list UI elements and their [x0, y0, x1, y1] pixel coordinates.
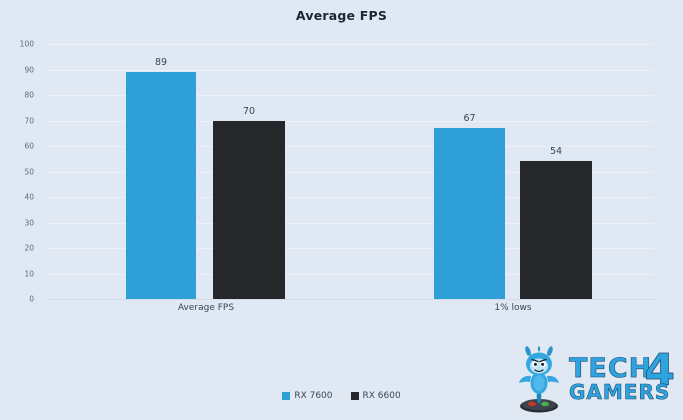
legend-item-rx-6600[interactable]: RX 6600: [350, 391, 401, 401]
y-tick-100: 100: [19, 39, 34, 49]
wordmark-line-tech: TECH: [569, 353, 653, 385]
bar-1-percent-lows-rx-7600[interactable]: [434, 128, 505, 299]
legend-swatch-icon-rx-7600: [282, 392, 291, 400]
y-tick-0: 0: [29, 294, 34, 304]
x-axis: Average FPS 1% lows: [46, 303, 655, 323]
gridline-50: [46, 171, 655, 173]
wordmark-four: 4: [644, 345, 675, 396]
x-label-1-percent-lows: 1% lows: [494, 303, 532, 313]
plot-area: [46, 44, 655, 300]
y-axis: 100 90 80 70 60 50 40 30 20 10 0: [0, 40, 40, 304]
chart-title: Average FPS: [295, 8, 388, 23]
tech4gamers-mascot-icon: [519, 346, 559, 413]
gridline-80: [46, 95, 655, 96]
y-tick-50: 50: [24, 167, 34, 176]
y-tick-20: 20: [24, 243, 34, 253]
gridlines: [46, 44, 655, 300]
gridline-60: [46, 146, 655, 147]
legend-item-rx-7600[interactable]: RX 7600: [282, 391, 333, 401]
y-tick-70: 70: [24, 116, 34, 125]
y-tick-40: 40: [24, 192, 34, 202]
gridline-0: [46, 299, 655, 300]
y-tick-10: 10: [24, 269, 34, 278]
legend: RX 7600 RX 6600: [0, 391, 683, 401]
y-tick-80: 80: [24, 90, 34, 100]
gridline-70: [46, 120, 655, 122]
y-tick-30: 30: [24, 218, 34, 227]
gridline-30: [46, 222, 655, 224]
y-tick-60: 60: [24, 141, 34, 151]
gridline-100: [46, 44, 655, 45]
y-tick-90: 90: [24, 65, 34, 74]
gridline-10: [46, 273, 655, 275]
bar-value-1-percent-lows-rx-6600: 54: [549, 146, 563, 158]
gridline-40: [46, 197, 655, 198]
tech4gamers-watermark: TECH 4 GAMERS: [511, 340, 677, 416]
bar-value-1-percent-lows-rx-7600: 67: [463, 113, 476, 125]
gridline-20: [46, 248, 655, 249]
bar-average-fps-rx-7600[interactable]: [126, 72, 196, 299]
legend-swatch-icon-rx-6600: [350, 392, 359, 400]
gridline-90: [46, 69, 655, 71]
bar-value-average-fps-rx-7600: 89: [154, 57, 168, 69]
bar-value-average-fps-rx-6600: 70: [242, 105, 256, 117]
legend-label-rx-7600: RX 7600: [294, 391, 333, 401]
legend-label-rx-6600: RX 6600: [362, 391, 401, 401]
bars-layer: 89 70 67 54: [46, 44, 655, 299]
x-label-average-fps: Average FPS: [177, 303, 235, 313]
tech4gamers-wordmark: TECH 4 GAMERS: [569, 347, 677, 409]
wordmark-line-gamers: GAMERS: [569, 380, 671, 405]
bar-1-percent-lows-rx-6600[interactable]: [520, 161, 592, 299]
bar-average-fps-rx-6600[interactable]: [213, 120, 285, 299]
